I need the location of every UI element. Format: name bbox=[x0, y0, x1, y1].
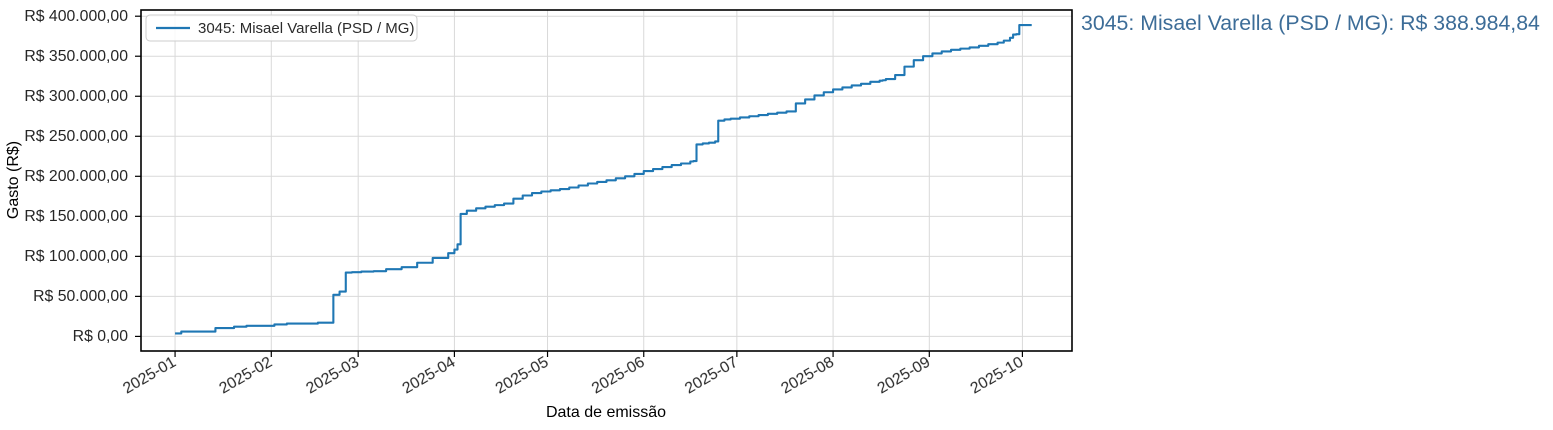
svg-text:2025-01: 2025-01 bbox=[120, 354, 179, 398]
svg-text:R$ 250.000,00: R$ 250.000,00 bbox=[24, 128, 128, 145]
svg-text:2025-02: 2025-02 bbox=[216, 354, 275, 398]
svg-text:3045: Misael Varella (PSD / MG: 3045: Misael Varella (PSD / MG) bbox=[198, 20, 414, 37]
svg-text:R$ 0,00: R$ 0,00 bbox=[73, 328, 129, 345]
svg-text:2025-03: 2025-03 bbox=[303, 354, 362, 398]
svg-text:R$ 350.000,00: R$ 350.000,00 bbox=[24, 48, 128, 65]
svg-text:R$ 150.000,00: R$ 150.000,00 bbox=[24, 208, 128, 225]
svg-text:2025-08: 2025-08 bbox=[778, 354, 837, 398]
svg-text:2025-07: 2025-07 bbox=[682, 354, 741, 398]
svg-text:2025-05: 2025-05 bbox=[493, 354, 552, 398]
svg-text:2025-09: 2025-09 bbox=[875, 354, 934, 398]
svg-text:2025-06: 2025-06 bbox=[589, 354, 648, 398]
svg-text:3045: Misael Varella (PSD / MG: 3045: Misael Varella (PSD / MG): R$ 388.… bbox=[1081, 11, 1540, 35]
svg-text:Gasto (R$): Gasto (R$) bbox=[5, 141, 22, 219]
svg-text:Data de emissão: Data de emissão bbox=[546, 404, 666, 421]
svg-text:R$ 100.000,00: R$ 100.000,00 bbox=[24, 248, 128, 265]
svg-text:2025-04: 2025-04 bbox=[400, 354, 459, 398]
svg-text:R$ 50.000,00: R$ 50.000,00 bbox=[33, 288, 128, 305]
svg-text:R$ 400.000,00: R$ 400.000,00 bbox=[24, 8, 128, 25]
svg-text:2025-10: 2025-10 bbox=[968, 354, 1027, 398]
svg-text:R$ 300.000,00: R$ 300.000,00 bbox=[24, 88, 128, 105]
svg-text:R$ 200.000,00: R$ 200.000,00 bbox=[24, 168, 128, 185]
